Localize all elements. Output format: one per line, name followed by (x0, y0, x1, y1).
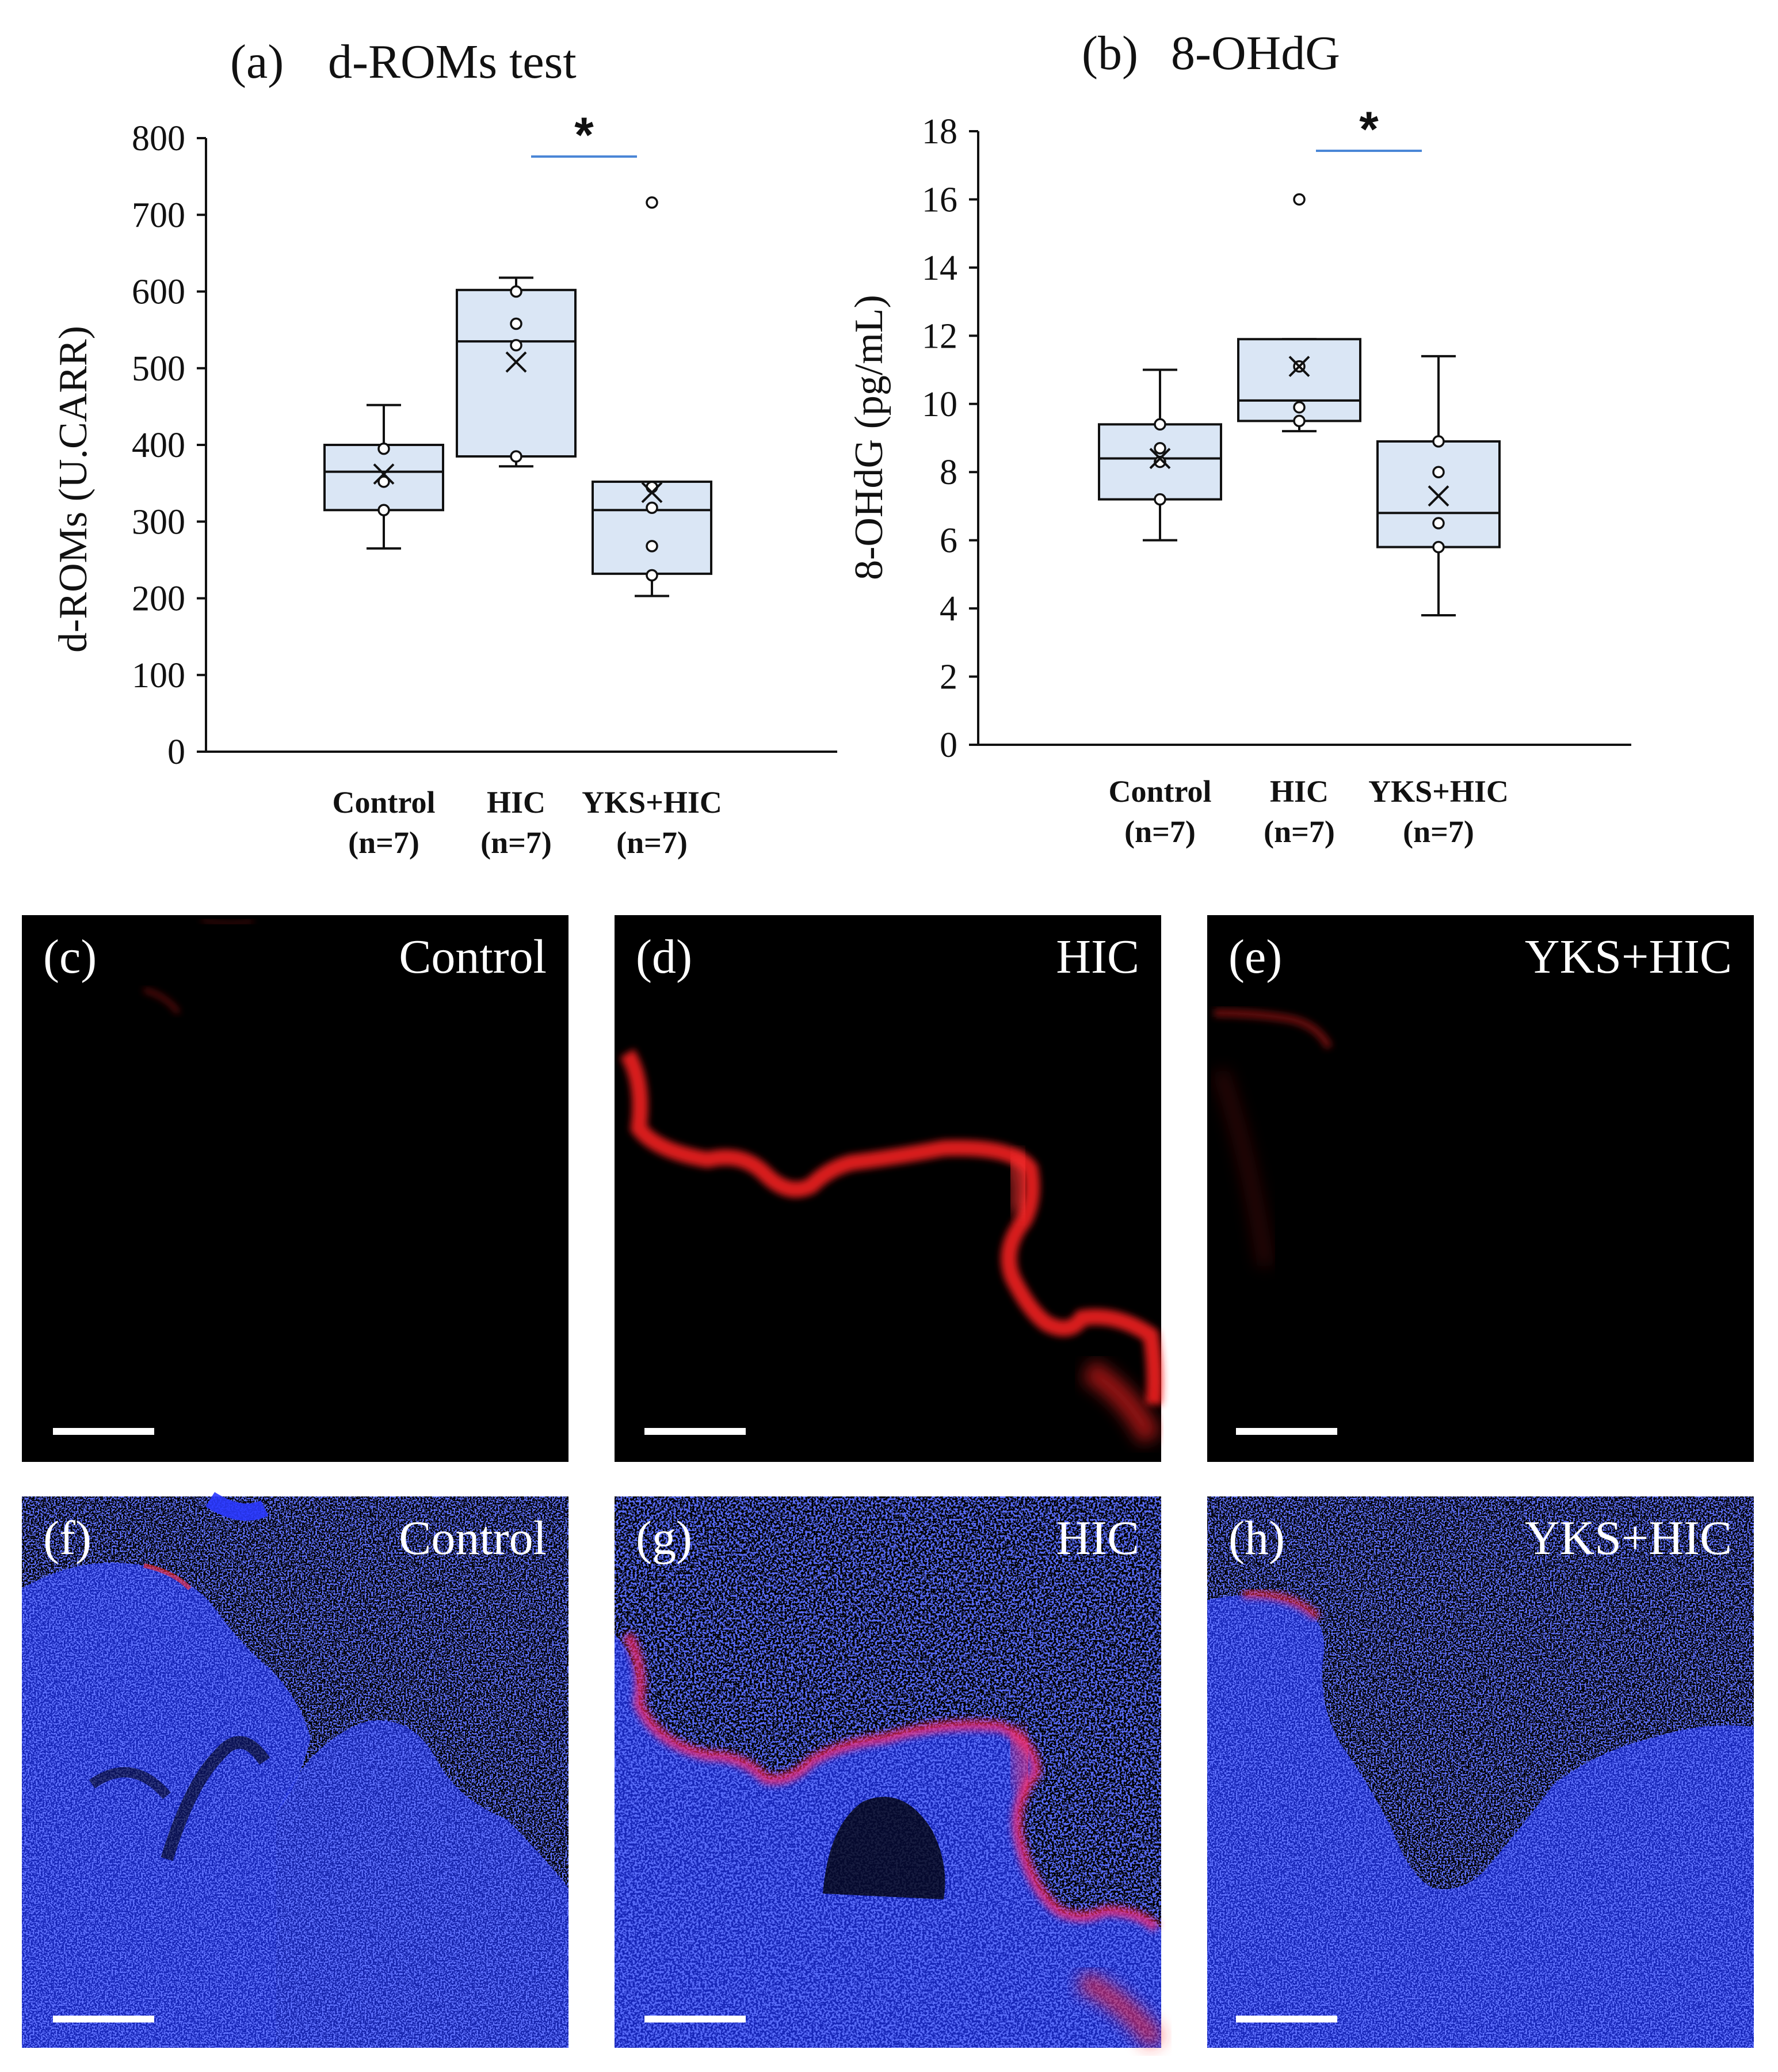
data-point (1154, 455, 1166, 469)
data-point (646, 540, 658, 553)
category-label: Control (332, 785, 435, 820)
y-tick-label: 12 (922, 317, 957, 356)
category-n-label: (n=7) (1124, 814, 1196, 849)
data-point (1154, 493, 1166, 506)
y-tick-label: 0 (167, 733, 185, 772)
box-iqr (592, 480, 712, 575)
category-label: HIC (487, 785, 545, 820)
mean-marker (1149, 448, 1171, 469)
micrograph-h-group: YKS+HIC (1525, 1511, 1732, 1565)
micrograph-f-label: (f) (43, 1511, 91, 1565)
micrograph-c-group: Control (399, 930, 547, 984)
micrograph-d-label: (d) (636, 930, 692, 984)
micrograph-e: (e) YKS+HIC (1207, 915, 1754, 1462)
mean-marker (373, 463, 395, 485)
y-tick-label: 6 (940, 521, 957, 561)
category-n-label: (n=7) (616, 825, 688, 860)
y-tick-label: 2 (940, 658, 957, 697)
micrograph-c-label: (c) (43, 930, 97, 984)
micrograph-e-group: YKS+HIC (1525, 930, 1732, 984)
y-tick-label: 100 (132, 656, 185, 695)
micrograph-e-label: (e) (1228, 930, 1282, 984)
category-n-label: (n=7) (348, 825, 419, 860)
data-point (510, 450, 522, 463)
micrograph-h: (h) YKS+HIC (1207, 1496, 1754, 2048)
data-point (510, 317, 522, 330)
y-tick-label: 8 (940, 453, 957, 492)
category-label: Control (1108, 774, 1211, 809)
chart-a-panel-label: (a) (230, 35, 284, 89)
category-n-label: (n=7) (1403, 814, 1474, 849)
y-tick-label: 10 (922, 385, 957, 424)
y-tick-label: 200 (132, 580, 185, 619)
data-point (377, 504, 390, 517)
category-label: YKS+HIC (1368, 774, 1509, 809)
box-iqr (1237, 338, 1361, 422)
micrograph-g: (g) HIC (615, 1496, 1165, 2050)
box-iqr (456, 288, 577, 458)
data-point (1432, 435, 1445, 448)
y-tick-label: 0 (940, 726, 957, 765)
micrograph-g-label: (g) (636, 1511, 692, 1565)
box-control (1098, 368, 1222, 542)
data-point (1293, 401, 1306, 414)
box-hic (456, 276, 577, 468)
box-control (323, 403, 444, 550)
chart-a-ylabel: d-ROMs (U.CARR) (51, 326, 96, 653)
chart-b-title: 8-OHdG (1171, 26, 1340, 80)
y-tick-label: 300 (132, 502, 185, 542)
data-point (1432, 517, 1445, 530)
micrograph-g-group: HIC (1056, 1511, 1139, 1565)
micrograph-f-group: Control (399, 1511, 547, 1565)
category-label: HIC (1270, 774, 1329, 809)
data-point (646, 569, 658, 582)
y-tick-label: 18 (922, 112, 957, 151)
category-label: YKS+HIC (582, 785, 722, 820)
data-point (1293, 414, 1306, 428)
data-point (646, 501, 658, 515)
data-point (646, 481, 658, 494)
data-point (1432, 466, 1445, 478)
data-point (1154, 418, 1166, 431)
mean-marker (505, 351, 527, 373)
data-point (377, 442, 390, 455)
y-tick-label: 600 (132, 273, 185, 312)
significance-star: * (574, 108, 594, 163)
category-n-label: (n=7) (1264, 814, 1335, 849)
data-point (1154, 442, 1166, 455)
chart-b-panel-label: (b) (1082, 26, 1138, 80)
y-tick-label: 16 (922, 180, 957, 219)
chart-a-d-roms: (a) d-ROMs test d-ROMs (U.CARR) 0 100 200 3… (51, 35, 837, 860)
micrograph-f: (f) Control (22, 1492, 568, 2048)
micrograph-h-label: (h) (1228, 1511, 1285, 1565)
box-iqr (1376, 440, 1501, 549)
y-tick-label: 700 (132, 196, 185, 235)
y-tick-label: 4 (940, 589, 957, 629)
y-tick-label: 500 (132, 349, 185, 389)
mean-marker (1288, 356, 1310, 378)
micrograph-c: (c) Control (22, 915, 568, 1462)
outlier-point (1293, 193, 1306, 206)
box-yks-hic (1376, 355, 1501, 616)
y-tick-label: 14 (922, 249, 957, 288)
significance-star: * (1359, 102, 1379, 157)
data-point (510, 285, 522, 298)
data-point (377, 475, 390, 488)
chart-a-title: d-ROMs test (328, 35, 577, 89)
box-yks-hic (592, 196, 712, 597)
box-hic (1237, 193, 1361, 433)
category-n-label: (n=7) (480, 825, 552, 860)
chart-b-8-ohdg: (b) 8-OHdG 8-OHdG (pg/mL) 0 2 4 6 8 10 12 14 16 1… (847, 26, 1631, 849)
y-tick-label: 800 (132, 119, 185, 158)
outlier-point (646, 196, 658, 209)
micrograph-d: (d) HIC (615, 915, 1163, 1462)
chart-b-ylabel: 8-OHdG (pg/mL) (847, 295, 891, 580)
micrograph-d-group: HIC (1056, 930, 1139, 984)
mean-marker (1428, 485, 1449, 507)
y-tick-label: 400 (132, 426, 185, 465)
mean-marker (641, 482, 663, 504)
data-point (1432, 540, 1445, 554)
data-point (510, 339, 522, 352)
